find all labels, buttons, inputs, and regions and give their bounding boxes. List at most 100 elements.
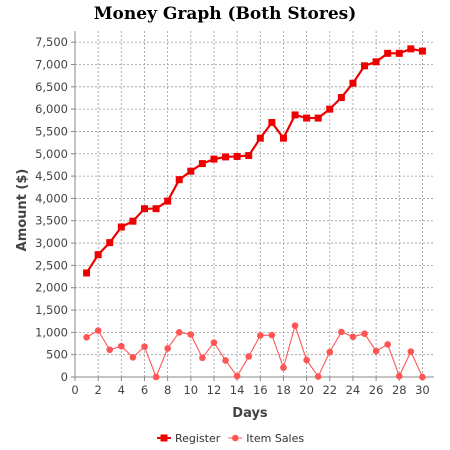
register-point [418, 47, 426, 55]
item-sales-point [407, 348, 415, 355]
register-point [407, 45, 415, 53]
x-axis-label: Days [232, 406, 268, 421]
register-point [106, 239, 114, 247]
item-sales-point [175, 329, 183, 336]
y-tick-label: 3,500 [35, 214, 68, 228]
register-point [187, 167, 195, 175]
register-point [256, 134, 264, 142]
register-point [210, 155, 218, 163]
legend: Register Item Sales [157, 432, 304, 445]
y-tick-label: 4,500 [35, 169, 68, 183]
y-tick-label: 1,500 [35, 303, 68, 317]
register-point [349, 79, 357, 87]
item-sales-point [395, 372, 403, 380]
register-point [245, 152, 253, 160]
item-sales-point [338, 328, 345, 336]
y-tick-label: 4,000 [35, 191, 68, 205]
x-tick-label: 8 [164, 383, 171, 397]
x-tick-label: 28 [392, 383, 407, 397]
y-tick-label: 1,000 [35, 325, 68, 339]
y-axis-label: Amount ($) [15, 169, 30, 252]
y-tick-label: 5,000 [35, 147, 68, 161]
item-sales-point [164, 345, 171, 352]
item-sales-point [384, 341, 391, 348]
series-register [83, 45, 426, 277]
legend-label: Item Sales [246, 432, 304, 445]
register-point [83, 269, 91, 277]
item-sales-point [222, 357, 229, 364]
register-point [268, 119, 276, 127]
register-point [395, 49, 403, 57]
chart-title: Money Graph (Both Stores) [94, 4, 357, 24]
register-point [222, 153, 230, 161]
register-point [303, 114, 311, 122]
item-sales-point [326, 348, 334, 356]
register-point [129, 217, 137, 225]
x-tick-label: 4 [118, 383, 125, 397]
x-tick-label: 26 [369, 383, 384, 397]
register-point [314, 114, 322, 122]
register-point [175, 176, 183, 184]
item-sales-point [256, 332, 264, 339]
register-point [94, 251, 102, 259]
register-point [117, 223, 125, 231]
item-sales-point [141, 343, 148, 350]
register-point [198, 160, 206, 168]
y-tick-label: 0 [61, 370, 68, 384]
x-tick-label: 20 [299, 383, 314, 397]
x-tick-label: 30 [415, 383, 430, 397]
y-tick-label: 2,000 [35, 281, 68, 295]
grid [74, 31, 434, 378]
register-point [279, 134, 287, 142]
x-tick-label: 14 [230, 383, 245, 397]
item-sales-point [210, 339, 218, 346]
y-tick-label: 3,000 [35, 236, 68, 250]
plot-area [75, 31, 434, 377]
item-sales-point [83, 333, 90, 341]
x-tick-label: 12 [207, 383, 222, 397]
y-axis-ticks: 0 500 1,000 1,500 2,000 2,500 3,000 3,500 4,000 4… [35, 35, 75, 384]
register-point [384, 49, 392, 57]
y-tick-label: 6,000 [35, 102, 68, 116]
x-tick-label: 18 [276, 383, 291, 397]
item-sales-point [187, 331, 195, 338]
x-tick-label: 0 [71, 383, 78, 397]
register-point [233, 152, 241, 160]
y-tick-label: 7,500 [35, 35, 68, 49]
y-tick-label: 7,000 [35, 57, 68, 71]
legend-item-item-sales: Item Sales [228, 432, 304, 445]
item-sales-point [268, 331, 276, 339]
item-sales-point [245, 353, 253, 360]
item-sales-point [291, 322, 299, 329]
x-tick-label: 10 [183, 383, 198, 397]
series-layer [83, 45, 426, 381]
register-point [140, 205, 148, 213]
legend-swatch-marker [231, 434, 239, 442]
series-item-sales [83, 322, 426, 381]
register-point [361, 62, 369, 70]
item-sales-point [303, 356, 310, 364]
item-sales-point [349, 333, 357, 341]
item-sales-point [419, 373, 426, 381]
item-sales-point [233, 372, 241, 380]
register-line [85, 47, 423, 274]
item-sales-point [199, 354, 206, 362]
item-sales-point [372, 347, 380, 355]
register-point [291, 111, 299, 119]
item-sales-point [129, 354, 137, 361]
y-tick-label: 5,500 [35, 124, 68, 138]
item-sales-point [361, 330, 368, 337]
y-tick-label: 2,500 [35, 258, 68, 272]
y-tick-label: 500 [46, 348, 68, 362]
item-sales-point [106, 346, 114, 354]
x-tick-label: 6 [141, 383, 148, 397]
x-tick-label: 16 [253, 383, 268, 397]
register-point [372, 58, 380, 66]
register-point [337, 94, 345, 102]
item-sales-point [280, 364, 287, 371]
x-axis-ticks: 0 2 4 6 8 10 12 14 16 18 20 22 24 26 28 30 [71, 377, 430, 397]
legend-label: Register [175, 432, 221, 445]
item-sales-line [86, 325, 423, 378]
y-tick-label: 6,500 [35, 80, 68, 94]
